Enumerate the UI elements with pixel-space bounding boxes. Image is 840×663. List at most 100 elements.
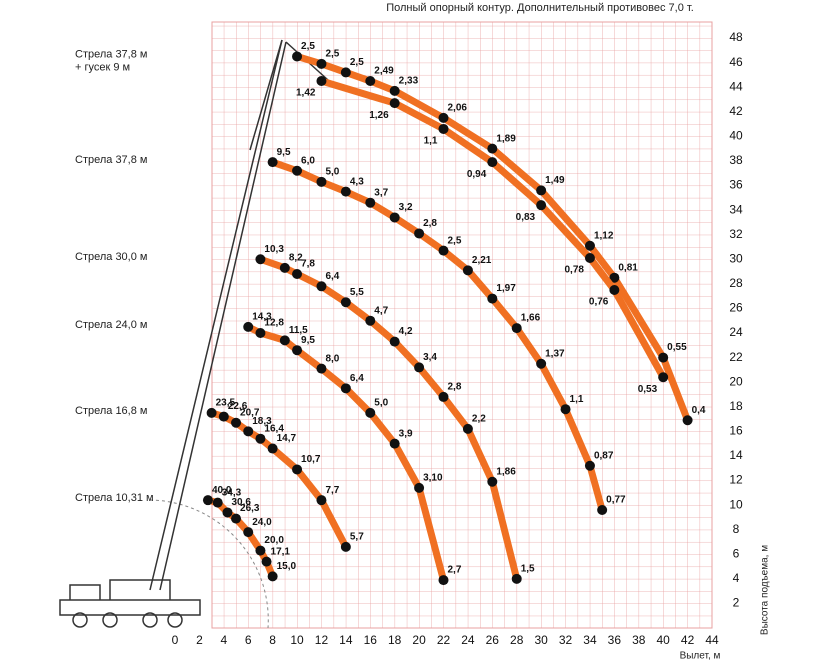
- load-label: 0,77: [606, 495, 626, 506]
- load-point: [487, 143, 498, 154]
- y-tick-label: 14: [729, 448, 743, 462]
- load-point: [389, 336, 400, 347]
- x-tick-label: 0: [172, 633, 179, 647]
- x-tick-label: 28: [510, 633, 524, 647]
- grid: [211, 21, 713, 629]
- x-tick-label: 24: [461, 633, 475, 647]
- load-label: 23,5: [216, 398, 236, 409]
- load-point: [389, 438, 400, 449]
- x-tick-label: 36: [608, 633, 622, 647]
- load-label: 1,97: [496, 283, 516, 294]
- boom-label: Стрела 16,8 м: [75, 405, 147, 417]
- load-label: 18,3: [252, 416, 272, 427]
- load-point: [292, 345, 303, 356]
- load-point: [414, 228, 425, 239]
- y-tick-label: 2: [733, 596, 740, 610]
- load-label: 5,5: [350, 287, 364, 298]
- boom-label: Стрела 37,8 м: [75, 48, 147, 60]
- load-label: 2,33: [399, 75, 419, 86]
- load-label: 1,86: [496, 466, 516, 477]
- load-label: 8,0: [325, 353, 339, 364]
- boom-label: Стрела 30,0 м: [75, 251, 147, 263]
- x-tick-label: 44: [705, 633, 719, 647]
- load-label: 1,49: [545, 175, 565, 186]
- load-label: 2,5: [301, 41, 315, 52]
- load-point: [316, 363, 327, 374]
- load-label: 2,8: [448, 382, 462, 393]
- load-label: 11,5: [289, 325, 308, 336]
- x-tick-label: 4: [220, 633, 227, 647]
- load-label: 6,0: [301, 155, 315, 166]
- load-label: 20,0: [264, 535, 284, 546]
- load-point: [511, 573, 522, 584]
- x-tick-label: 8: [269, 633, 276, 647]
- load-point: [462, 265, 473, 276]
- y-tick-label: 34: [729, 202, 743, 216]
- load-label: 0,55: [667, 342, 687, 353]
- load-point: [389, 98, 400, 109]
- boom-label: + гусек 9 м: [75, 61, 130, 73]
- x-tick-label: 40: [657, 633, 671, 647]
- load-point: [536, 200, 547, 211]
- load-label: 3,2: [399, 202, 413, 213]
- load-label: 16,4: [264, 423, 284, 434]
- load-point: [682, 415, 693, 426]
- y-tick-label: 6: [733, 546, 740, 560]
- load-point: [340, 383, 351, 394]
- load-point: [267, 443, 278, 454]
- load-point: [536, 185, 547, 196]
- x-tick-label: 34: [583, 633, 597, 647]
- load-label: 7,8: [301, 259, 315, 270]
- boom-label: Стрела 10,31 м: [75, 492, 154, 504]
- load-label: 14,3: [252, 311, 272, 322]
- load-point: [438, 391, 449, 402]
- load-label: 2,5: [448, 235, 462, 246]
- load-point: [340, 297, 351, 308]
- load-point: [365, 197, 376, 208]
- x-tick-label: 6: [245, 633, 252, 647]
- load-point: [316, 58, 327, 69]
- x-tick-label: 12: [315, 633, 329, 647]
- load-point: [597, 505, 608, 515]
- load-point: [438, 575, 449, 586]
- x-tick-label: 16: [364, 633, 378, 647]
- load-point: [438, 112, 449, 123]
- y-tick-label: 36: [729, 178, 743, 192]
- load-point: [658, 352, 669, 363]
- y-axis-label: Высота подъема, м: [760, 545, 771, 635]
- load-label: 5,0: [325, 166, 339, 177]
- load-label: 0,4: [692, 405, 706, 416]
- load-point: [584, 240, 595, 251]
- load-label: 5,0: [374, 398, 388, 409]
- load-label: 0,94: [467, 169, 487, 180]
- load-label: 3,7: [374, 187, 388, 198]
- load-label: 9,5: [301, 335, 315, 346]
- load-label: 5,7: [350, 532, 364, 543]
- load-label: 10,3: [264, 244, 284, 255]
- x-tick-label: 2: [196, 633, 203, 647]
- load-point: [511, 323, 522, 334]
- boom-label: Стрела 24,0 м: [75, 319, 147, 331]
- load-label: 0,53: [638, 384, 658, 395]
- load-point: [243, 321, 254, 332]
- load-label: 2,21: [472, 255, 492, 266]
- load-point: [414, 362, 425, 373]
- load-point: [536, 358, 547, 369]
- load-point: [365, 76, 376, 87]
- y-tick-label: 32: [729, 227, 743, 241]
- y-tick-label: 42: [729, 104, 743, 118]
- x-tick-label: 18: [388, 633, 402, 647]
- crane: [59, 39, 329, 628]
- load-point: [243, 527, 254, 538]
- load-point: [560, 404, 571, 415]
- load-label: 1,37: [545, 348, 565, 359]
- y-tick-label: 24: [729, 325, 743, 339]
- load-label: 8,2: [289, 252, 303, 263]
- load-point: [231, 417, 242, 428]
- load-point: [292, 165, 303, 176]
- load-label: 20,7: [240, 407, 260, 418]
- load-point: [292, 464, 303, 475]
- boom-label: Стрела 37,8 м: [75, 154, 147, 166]
- y-tick-label: 38: [729, 153, 743, 167]
- x-tick-label: 10: [290, 633, 304, 647]
